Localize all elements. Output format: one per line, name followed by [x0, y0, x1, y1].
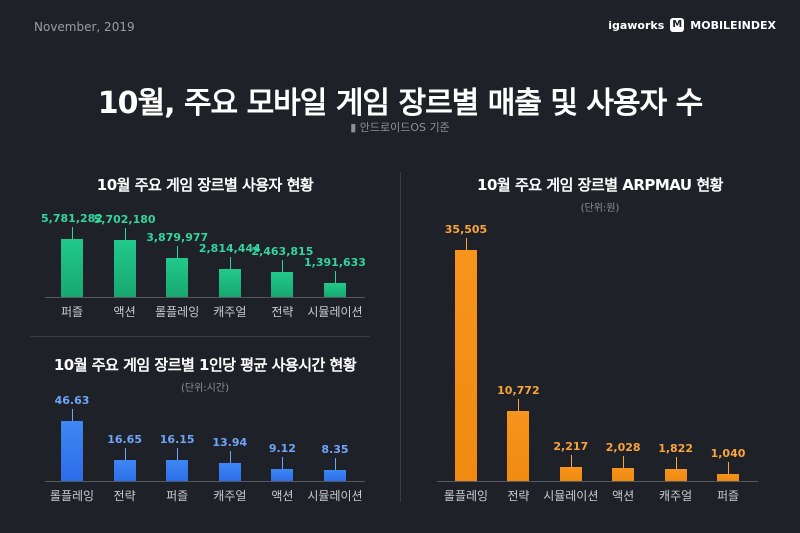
label-tick	[124, 447, 126, 460]
bar	[612, 467, 635, 481]
users-chart-title: 10월 주요 게임 장르별 사용자 현황	[96, 176, 314, 194]
category-label: 시뮬레이션	[307, 305, 363, 319]
label-tick	[466, 238, 467, 250]
x-axis	[45, 481, 365, 482]
bar	[324, 470, 346, 481]
label-tick	[518, 398, 520, 411]
category-label: 롤플레잉	[49, 489, 95, 503]
android-icon: ▮	[350, 121, 357, 134]
category-label: 롤플레잉	[155, 305, 200, 319]
subtitle-text: 안드로이드OS 기준	[359, 121, 450, 134]
data-label: 2,463,815	[251, 245, 314, 259]
category-label: 캐주얼	[659, 489, 693, 503]
label-tick	[229, 256, 231, 269]
igaworks-logo: igaworks	[608, 18, 665, 32]
bar	[61, 239, 83, 297]
data-label: 9.12	[268, 442, 296, 456]
bar	[455, 250, 477, 481]
data-label: 2,217	[553, 439, 589, 453]
category-label: 전략	[507, 489, 530, 503]
label-tick	[570, 454, 572, 467]
category-label: 캐주얼	[213, 305, 247, 319]
category-label: 퍼즐	[716, 489, 740, 503]
time-chart-unit: (단위:시간)	[181, 383, 229, 394]
x-axis	[437, 481, 758, 482]
category-label: 액션	[612, 489, 635, 503]
label-tick	[177, 448, 179, 461]
arpmau-chart-unit: (단위:원)	[580, 203, 620, 214]
label-tick	[72, 227, 73, 239]
label-tick	[335, 271, 336, 284]
label-tick	[229, 451, 231, 464]
category-label: 퍼즐	[60, 305, 84, 319]
data-label: 46.63	[54, 394, 90, 407]
x-axis	[45, 297, 365, 298]
vertical-divider	[400, 172, 401, 502]
bar	[271, 272, 294, 297]
data-label: 8.35	[321, 443, 349, 457]
logo: igaworks M MOBILEINDEX	[608, 18, 776, 32]
category-label: 액션	[271, 489, 294, 503]
label-tick	[675, 457, 677, 470]
bar	[61, 421, 83, 481]
data-label: 5,781,282	[41, 212, 103, 225]
data-label: 16.15	[159, 433, 195, 447]
bar	[218, 463, 241, 481]
category-label: 캐주얼	[213, 489, 247, 503]
label-tick	[623, 455, 625, 468]
label-tick	[335, 458, 336, 471]
category-label: 시뮬레이션	[543, 489, 599, 503]
label-tick	[177, 246, 179, 259]
category-label: 전략	[271, 305, 294, 319]
label-tick	[72, 409, 73, 421]
label-tick	[282, 260, 284, 273]
label-tick	[124, 227, 126, 240]
page-title: 10월, 주요 모바일 게임 장르별 매출 및 사용자 수	[97, 86, 704, 121]
category-label: 롤플레잉	[443, 489, 489, 503]
bar	[664, 469, 687, 481]
bar	[166, 258, 189, 297]
mobileindex-icon: M	[670, 18, 685, 32]
bar	[559, 466, 582, 481]
bar	[113, 239, 136, 297]
label-tick	[728, 462, 729, 475]
category-label: 전략	[113, 489, 136, 503]
data-label: 1,822	[658, 442, 693, 456]
report-date: November, 2019	[34, 20, 135, 34]
data-label: 2,028	[605, 440, 641, 454]
data-label: 5,702,180	[93, 212, 156, 226]
label-tick	[282, 457, 284, 470]
data-label: 10,772	[497, 383, 540, 397]
data-label: 1,040	[710, 447, 746, 461]
category-label: 퍼즐	[166, 489, 189, 503]
bar	[113, 459, 136, 481]
bar	[166, 460, 189, 481]
horizontal-divider	[30, 336, 370, 337]
bar	[271, 469, 294, 481]
mobileindex-logo: MOBILEINDEX	[690, 18, 776, 32]
category-label: 시뮬레이션	[307, 489, 363, 503]
data-label: 13.94	[212, 436, 248, 450]
data-label: 35,505	[444, 223, 488, 236]
time-chart-title: 10월 주요 게임 장르별 1인당 평균 사용시간 현황	[53, 356, 357, 374]
arpmau-chart-title: 10월 주요 게임 장르별 ARPMAU 현황	[477, 176, 723, 194]
bar	[717, 474, 739, 481]
data-label: 2,814,444	[198, 241, 261, 255]
bar	[507, 410, 530, 481]
data-label: 3,879,977	[146, 231, 209, 245]
data-label: 16.65	[107, 432, 142, 446]
subtitle: ▮ 안드로이드OS 기준	[0, 119, 800, 135]
bar	[218, 268, 241, 297]
bar	[324, 283, 346, 297]
data-label: 1,391,633	[304, 256, 366, 270]
category-label: 액션	[113, 305, 136, 319]
